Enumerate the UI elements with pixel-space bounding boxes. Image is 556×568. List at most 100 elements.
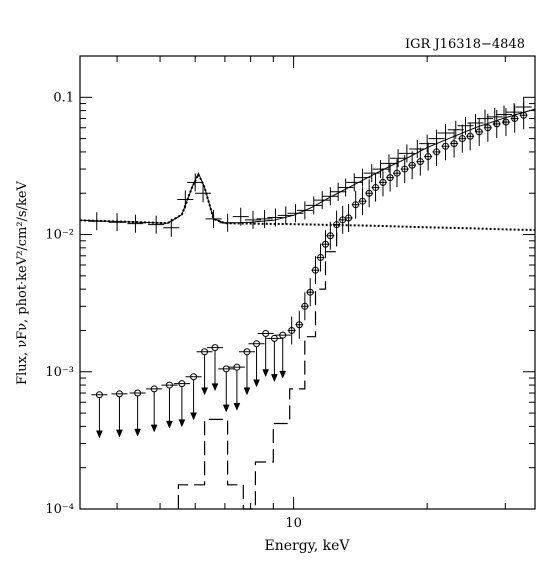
circle-point [338,205,347,234]
ul-arrowhead [271,374,278,383]
circle-point [458,124,467,153]
circle-point [510,104,519,133]
circle-marker [386,174,394,182]
cross-point [363,164,380,183]
circle-marker [379,178,387,186]
ul-arrowhead [233,402,241,411]
circle-point [306,278,315,307]
circle-point [432,137,441,166]
circle-marker [372,184,380,192]
circle-marker [345,214,353,222]
circle-point [416,147,425,176]
y-tick-label: 10⁻² [45,228,74,243]
upper-limit-point [91,391,108,439]
circle-marker [493,120,501,128]
cross-point [354,168,371,187]
circle-point [316,243,325,272]
ul-arrowhead [166,420,173,429]
cross-point [419,134,436,153]
circle-marker [442,142,450,150]
cross-point [267,208,284,227]
cross-point [346,173,363,192]
upper-limit-point [146,385,163,433]
ul-arrowhead [178,419,186,428]
circle-point [424,142,433,171]
model-hard-dashed-line [177,230,338,510]
circle-marker [416,158,424,166]
upper-limit-point [111,390,128,438]
cross-point [372,160,389,179]
x-tick-label: 10 [285,516,302,531]
ul-arrowhead [96,430,103,439]
circle-marker [450,140,458,148]
circle-point [311,256,320,285]
circle-marker [322,240,330,248]
circle-point [326,221,335,250]
data-series [79,97,536,510]
ul-arrowhead [116,429,123,438]
circle-point [501,108,510,137]
circle-point [408,151,417,180]
circle-marker [475,128,483,136]
ul-arrowhead [253,379,260,388]
cross-point [232,207,249,226]
circle-marker [408,161,416,169]
cross-point [322,187,339,206]
circle-marker [317,254,325,262]
upper-limit-point [207,344,224,392]
circle-point [492,109,501,138]
circle-point [321,230,330,259]
circle-marker [520,111,528,119]
circle-point [300,292,309,321]
cross-point [314,191,331,210]
axis-ticks: 10⁻⁴ 10⁻³ 10⁻² 0.1 10 [45,56,535,531]
circle-point [344,203,353,232]
upper-limit-point [248,340,265,388]
circle-marker [502,118,510,126]
circle-marker [311,266,319,274]
circle-point [519,101,528,130]
circle-point [365,179,374,208]
cross-point [195,184,212,203]
ul-arrowhead [279,370,287,379]
circle-marker [288,326,296,334]
circle-point [287,316,296,345]
cross-point [187,173,204,192]
cross-point [256,209,273,228]
ul-arrowhead [211,383,219,392]
cross-point [380,154,397,173]
cross-point [305,196,322,215]
circle-point [351,190,360,219]
cross-point [496,105,513,124]
ul-arrowhead [201,387,208,396]
upper-limit-point [228,363,245,411]
y-tick-label: 10⁻³ [45,365,74,380]
circle-point [358,187,367,216]
upper-limit-point [238,348,255,396]
upper-limit-point [266,334,283,383]
cross-point [390,149,407,168]
circle-marker [466,132,474,140]
cross-point [486,107,503,126]
ul-arrowhead [190,412,197,421]
circle-point [386,163,395,192]
model-total-line [79,108,536,224]
circle-point [483,113,492,142]
circle-point [475,117,484,146]
upper-limit-point [185,373,202,421]
circle-marker [352,201,360,209]
circle-marker [295,321,303,329]
circle-marker [458,135,466,143]
circle-marker [424,153,432,161]
upper-limit-point [257,330,274,378]
cross-point [457,116,474,135]
upper-limit-point [218,365,235,413]
circle-marker [511,115,519,123]
circle-point [466,122,475,151]
ul-arrowhead [262,369,270,378]
cross-point [127,214,144,233]
cross-point [219,213,236,232]
cross-point [447,120,464,139]
